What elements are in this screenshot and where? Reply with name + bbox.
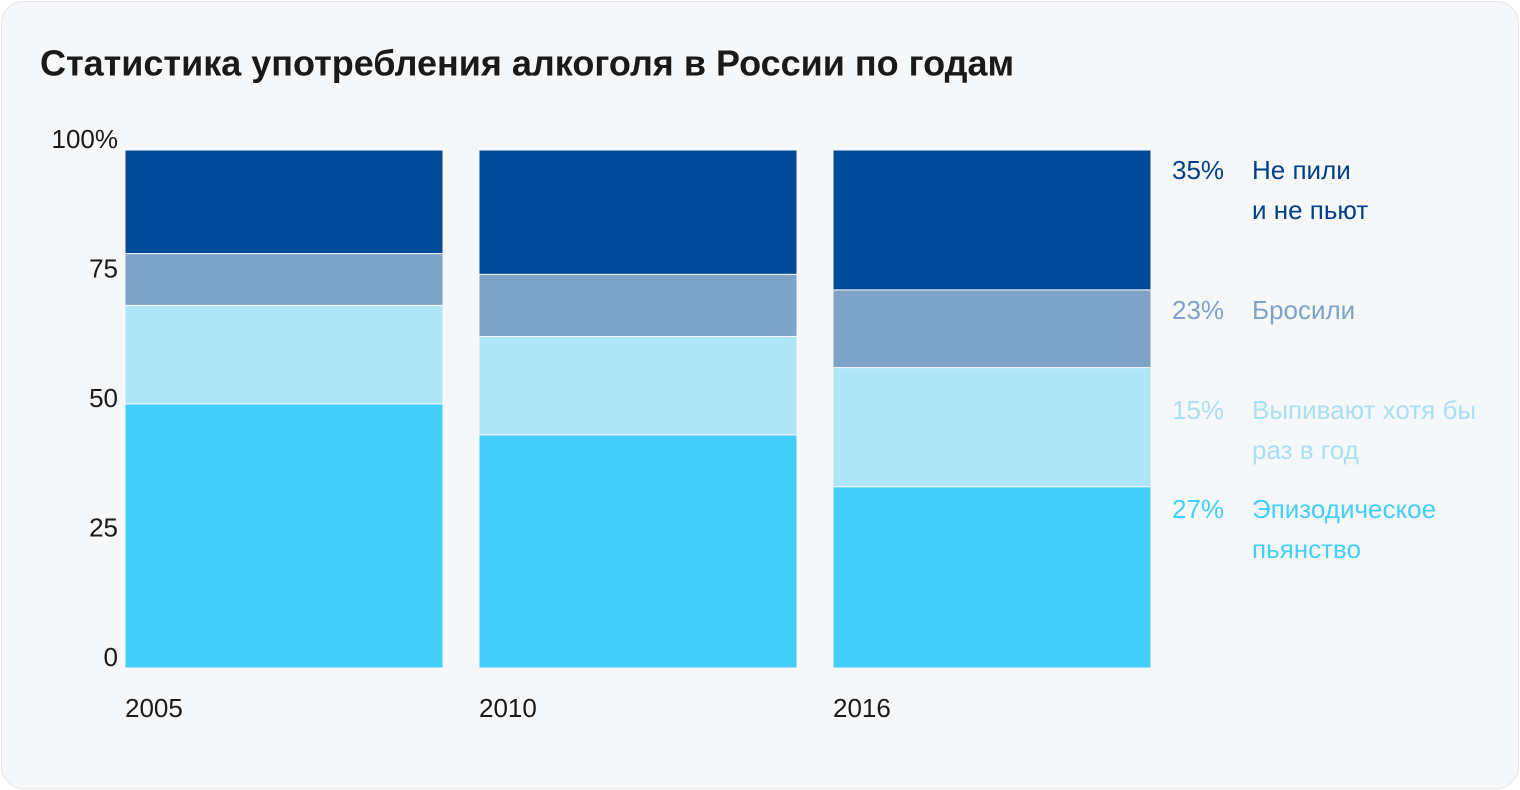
bar-segment (478, 434, 798, 669)
legend-percent: 27% (1172, 494, 1225, 524)
y-tick-label: 100% (52, 124, 119, 154)
y-tick-label: 75 (89, 253, 118, 283)
chart-title: Статистика употребления алкоголя в Росси… (40, 43, 1014, 84)
bar-segment (832, 149, 1152, 291)
legend-label: Эпизодическое пьянство (1252, 494, 1437, 564)
y-tick-label: 50 (89, 383, 118, 413)
bar-segment (478, 335, 798, 436)
x-tick-label: 2005 (125, 693, 183, 723)
bar-segment (832, 289, 1152, 369)
legend-percent: 35% (1172, 155, 1225, 185)
bar-segment (478, 149, 798, 275)
bar-segment (124, 253, 444, 306)
bar-segment (124, 304, 444, 405)
y-tick-label: 0 (104, 642, 118, 672)
legend-label: Бросили (1252, 295, 1356, 325)
bar-segment (832, 367, 1152, 488)
legend-label: Выпивают хотя бы раз в год (1252, 395, 1477, 465)
bar-segment (832, 486, 1152, 669)
y-tick-label: 25 (89, 512, 118, 542)
bar-segment (124, 403, 444, 669)
x-tick-label: 2016 (833, 693, 891, 723)
x-tick-label: 2010 (479, 693, 537, 723)
legend-percent: 23% (1172, 295, 1225, 325)
bar-segment (478, 273, 798, 337)
legend-label: Не пили и не пьют (1252, 155, 1369, 225)
legend-percent: 15% (1172, 395, 1225, 425)
bar-segment (124, 149, 444, 255)
